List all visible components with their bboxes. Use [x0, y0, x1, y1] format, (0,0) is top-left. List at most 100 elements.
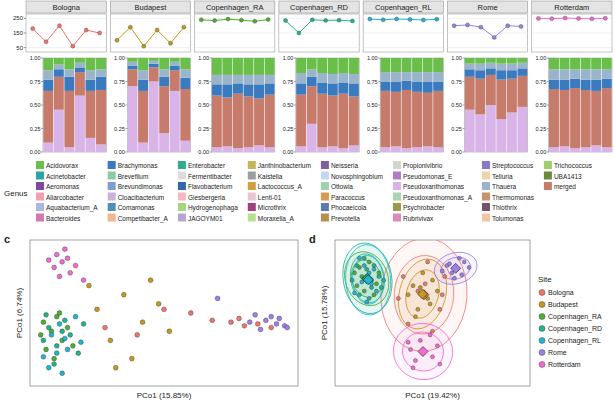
point	[401, 275, 405, 279]
bar-segment	[307, 58, 317, 69]
point	[365, 300, 369, 304]
bar-segment	[475, 70, 485, 78]
tick-label: 0.75	[451, 79, 462, 85]
point	[73, 263, 78, 268]
bar-segment	[85, 70, 95, 79]
tick-label: 0.25	[198, 126, 209, 132]
point	[462, 260, 466, 264]
point	[57, 274, 62, 279]
tick	[378, 81, 380, 82]
bar-segment	[212, 96, 222, 148]
tick-label: 0.00	[367, 149, 378, 155]
tick	[41, 152, 43, 153]
panel	[279, 14, 359, 52]
point	[452, 276, 456, 280]
facet-strip	[26, 1, 106, 13]
tick	[210, 81, 212, 82]
legend-swatch	[321, 203, 329, 211]
grid-line	[532, 33, 612, 34]
bar-segment	[433, 91, 443, 147]
legend-label: Moraxella_A	[258, 215, 295, 223]
point	[156, 301, 161, 306]
bar-segment	[75, 96, 85, 152]
bar-segment	[465, 69, 475, 77]
point	[362, 256, 366, 260]
tick	[547, 81, 549, 82]
point	[396, 296, 400, 300]
bar-segment	[475, 114, 485, 152]
tick-label: 0.00	[451, 149, 462, 155]
point	[57, 24, 61, 28]
point	[435, 344, 439, 348]
bar-segment	[423, 58, 433, 72]
legend-label: Ottowia	[331, 183, 353, 190]
bar-segment	[244, 97, 254, 148]
point	[431, 278, 435, 282]
bar-segment	[233, 58, 243, 75]
tick-label: 0.00	[198, 149, 209, 155]
point	[372, 264, 376, 268]
bar-segment	[296, 83, 306, 94]
bar-segment	[423, 72, 433, 81]
point	[426, 260, 430, 264]
bar-segment	[317, 73, 327, 82]
tick	[547, 58, 549, 59]
bar-segment	[64, 91, 74, 147]
point	[49, 333, 54, 338]
tick-label: 50	[16, 45, 23, 51]
bar-segment	[170, 62, 180, 66]
bar-segment	[159, 69, 169, 77]
bar-segment	[96, 90, 106, 145]
bar-segment	[64, 69, 74, 77]
bar-segment	[244, 147, 254, 152]
legend-swatch	[321, 214, 329, 222]
legend-label: Budapest	[548, 301, 578, 309]
bar-segment	[423, 146, 433, 152]
tick-label: 0.00	[283, 149, 294, 155]
bar-segment	[138, 70, 148, 79]
point	[418, 338, 422, 342]
legend-label: Cloacibacterium	[118, 194, 165, 201]
point	[421, 18, 425, 22]
point	[62, 318, 67, 323]
bar-segment	[581, 147, 591, 152]
bars-group	[296, 58, 359, 152]
bar-segment	[570, 58, 580, 69]
tick	[125, 58, 127, 59]
legend-swatch	[393, 172, 401, 180]
bar-segment	[75, 63, 85, 68]
legend-swatch	[248, 182, 256, 190]
facet-strip	[279, 1, 359, 13]
bars-group	[43, 58, 106, 152]
bar-segment	[85, 80, 95, 91]
legend-swatch	[539, 314, 545, 320]
bar-segment	[475, 58, 485, 64]
point	[46, 365, 51, 370]
bar-segment	[317, 94, 327, 148]
point	[213, 19, 217, 23]
point	[65, 256, 70, 261]
tick-label: 0.50	[30, 102, 41, 108]
line	[117, 27, 184, 46]
tick	[294, 58, 296, 59]
bar-segment	[581, 69, 591, 79]
bar-segment	[222, 97, 232, 146]
point	[226, 17, 230, 21]
line	[370, 19, 437, 20]
legend-label: Flavobacterium	[188, 183, 232, 190]
legend-label: Paracoccus	[331, 194, 366, 201]
point	[440, 269, 444, 273]
panel-letter: d	[309, 233, 316, 245]
bar-segment	[560, 69, 570, 79]
point	[65, 325, 70, 330]
legend-label: Copenhagen_RD	[548, 325, 602, 333]
bar-segment	[75, 58, 85, 63]
legend-label: Rome	[548, 349, 567, 356]
line	[286, 20, 353, 33]
legend-label: Brevefilum	[118, 173, 149, 180]
legend-label: Pseudomonas_E	[403, 173, 453, 181]
tick	[210, 58, 212, 59]
point	[372, 293, 376, 297]
bar-segment	[265, 95, 275, 148]
facet-label: Bologna	[52, 3, 80, 12]
